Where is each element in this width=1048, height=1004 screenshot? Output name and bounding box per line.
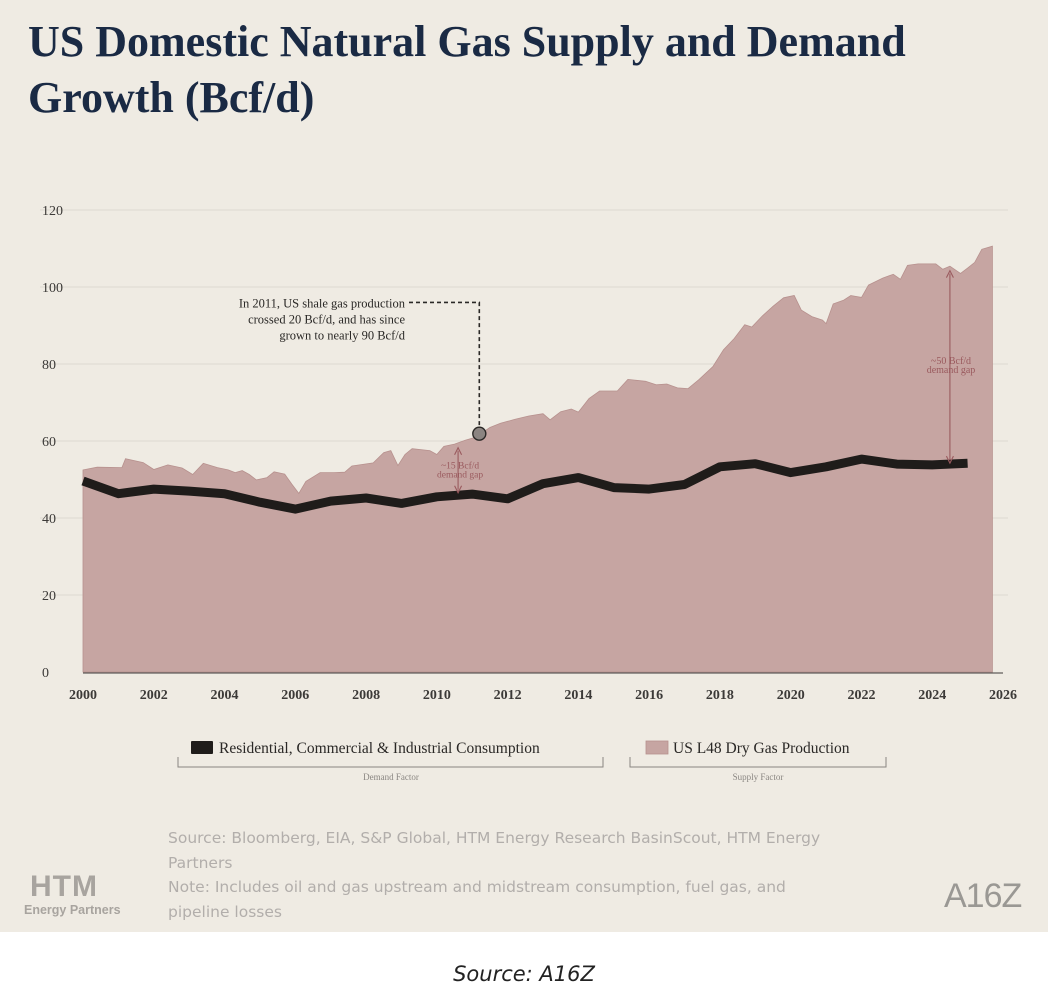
legend-swatch-consumption (191, 741, 213, 754)
x-tick-label: 2018 (706, 688, 734, 703)
gap-2025-label: ~50 Bcf/d (931, 356, 971, 367)
gap-2010-label: ~15 Bcf/d (441, 460, 479, 471)
htm-logo: HTM Energy Partners (24, 872, 154, 918)
axes: 0 20 40 60 80 100 120 2000 2002 2004 2006 2008 2010 2… (42, 204, 1017, 703)
y-tick-label: 100 (42, 281, 63, 296)
x-tick-label: 2004 (211, 688, 239, 703)
legend-swatch-production (645, 740, 669, 755)
legend-label-production: US L48 Dry Gas Production (673, 740, 850, 757)
shale-callout-leader (409, 301, 481, 427)
consumption-line (81, 454, 968, 514)
annotations: In 2011, US shale gas production crossed … (239, 269, 976, 494)
y-tick-label: 60 (42, 435, 56, 450)
shale-callout-text-line: grown to nearly 90 Bcf/d (279, 328, 405, 342)
x-tick-label: 2000 (69, 688, 97, 703)
legend-label-consumption: Residential, Commercial & Industrial Con… (219, 740, 540, 757)
y-tick-label: 120 (42, 204, 63, 219)
htm-logo-subtitle: Energy Partners (24, 903, 121, 917)
shale-callout-text-line: crossed 20 Bcf/d, and has since (248, 312, 405, 326)
y-tick-label: 20 (42, 589, 56, 604)
chart-svg: 0 20 40 60 80 100 120 2000 2002 2004 2006 2008 2010 2… (40, 204, 1017, 782)
y-tick-label: 80 (42, 358, 56, 373)
y-tick-label: 0 (42, 666, 49, 681)
legend: Residential, Commercial & Industrial Con… (177, 740, 887, 782)
note-text: Note: Includes oil and gas upstream and … (168, 878, 786, 921)
legend-bracket-demand (177, 757, 604, 768)
x-tick-label: 2014 (564, 688, 592, 703)
footer-notes: Source: Bloomberg, EIA, S&P Global, HTM … (168, 826, 848, 924)
x-tick-label: 2020 (777, 688, 805, 703)
legend-bracket-supply (629, 757, 887, 768)
production-area (82, 245, 993, 673)
shale-callout-point (472, 426, 487, 441)
x-tick-label: 2016 (635, 688, 663, 703)
gap-2025-arrow-head-bottom (945, 455, 954, 465)
consumption-line-layer (81, 454, 968, 514)
x-tick-label: 2026 (989, 688, 1017, 703)
shale-callout-text-line: In 2011, US shale gas production (239, 296, 406, 310)
x-tick-label: 2010 (423, 688, 451, 703)
x-tick-label: 2002 (140, 688, 168, 703)
x-tick-label: 2024 (918, 688, 946, 703)
y-tick-label: 40 (42, 512, 56, 527)
x-tick-label: 2012 (494, 688, 522, 703)
production-area-layer (82, 245, 993, 673)
gap-2010-arrow-head-bottom (454, 485, 463, 494)
chart-title: US Domestic Natural Gas Supply and Deman… (28, 17, 906, 122)
x-tick-label: 2006 (281, 688, 309, 703)
source-text: Source: Bloomberg, EIA, S&P Global, HTM … (168, 829, 821, 872)
htm-logo-mark: HTM (30, 870, 98, 903)
image-caption: Source: A16Z (453, 962, 595, 986)
legend-group-demand: Demand Factor (363, 772, 419, 782)
gap-2010-label: demand gap (437, 470, 483, 480)
a16z-logo: A16Z (944, 877, 1022, 915)
legend-group-supply: Supply Factor (733, 772, 784, 782)
gap-2010-arrow-head-top (454, 446, 463, 456)
x-tick-label: 2022 (847, 688, 875, 703)
gap-2025-label: demand gap (927, 365, 976, 376)
gap-2025-arrow-head-top (945, 269, 954, 278)
x-tick-label: 2008 (352, 688, 380, 703)
